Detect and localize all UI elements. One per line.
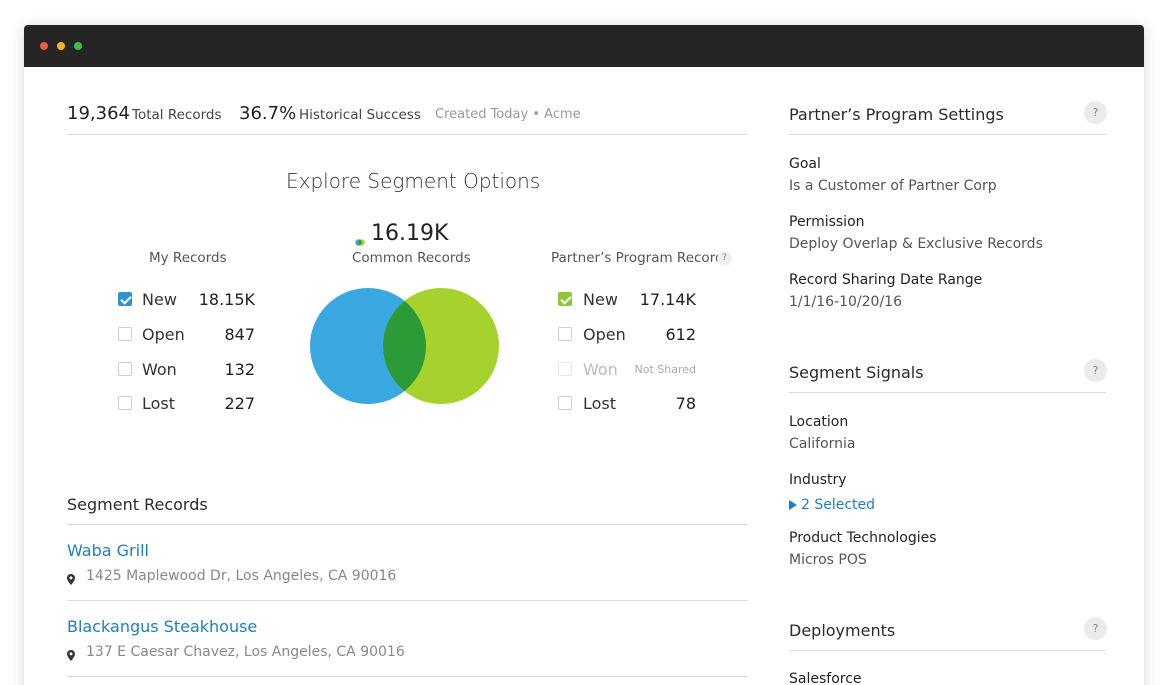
my-row-label: Lost	[142, 394, 176, 413]
partner-row-label: New	[583, 290, 618, 309]
common-records-overlap[interactable]	[382, 300, 427, 392]
my-row-label: Open	[142, 325, 185, 344]
product-tech-value: Micros POS	[789, 552, 867, 568]
program-settings-title: Partner’s Program Settings	[789, 105, 1004, 124]
minimize-window-button[interactable]	[57, 42, 65, 50]
overlap-legend-icon	[355, 231, 365, 246]
total-records-value: 19,364	[67, 103, 130, 124]
common-records-value: 16.19K	[371, 221, 449, 246]
divider	[789, 134, 1106, 135]
divider	[67, 676, 748, 677]
help-icon[interactable]: ?	[717, 251, 732, 266]
not-shared-label: Not Shared	[634, 363, 697, 376]
goal-label: Goal	[789, 156, 821, 172]
explore-heading: Explore Segment Options	[286, 169, 541, 193]
partner-row-value: 78	[675, 394, 696, 413]
divider	[789, 650, 1106, 651]
historical-success-value: 36.7%	[239, 103, 297, 124]
location-label: Location	[789, 414, 849, 430]
segment-records-title: Segment Records	[67, 495, 208, 514]
permission-value: Deploy Overlap & Exclusive Records	[789, 236, 1043, 252]
partner-records-title: Partner’s Program Records	[551, 250, 731, 266]
partner-row-label: Open	[583, 325, 626, 344]
partner-new-checkbox[interactable]	[558, 292, 572, 306]
window-titlebar	[24, 25, 1144, 67]
location-value: California	[789, 436, 856, 452]
partner-row-value: 17.14K	[639, 290, 696, 309]
my-row-value: 227	[224, 394, 255, 413]
my-new-checkbox[interactable]	[118, 292, 132, 306]
divider	[789, 392, 1106, 393]
my-records-title: My Records	[149, 250, 227, 266]
my-row-label: New	[142, 290, 177, 309]
my-row-value: 18.15K	[198, 290, 255, 309]
record-name-link[interactable]: Blackangus Steakhouse	[67, 617, 258, 636]
my-open-checkbox[interactable]	[118, 327, 132, 341]
caret-right-icon	[789, 500, 797, 510]
record-name-link[interactable]: Waba Grill	[67, 541, 149, 560]
help-icon[interactable]: ?	[1084, 617, 1107, 640]
location-pin-icon	[67, 570, 75, 589]
help-icon[interactable]: ?	[1084, 359, 1107, 382]
close-window-button[interactable]	[40, 42, 48, 50]
partner-row-label: Won	[583, 360, 618, 379]
divider	[67, 134, 748, 135]
my-row-label: Won	[142, 360, 177, 379]
app-window: 19,364 Total Records 36.7% Historical Su…	[24, 25, 1144, 685]
my-won-checkbox[interactable]	[118, 362, 132, 376]
industry-expand-toggle[interactable]: 2 Selected	[789, 494, 875, 513]
partner-won-checkbox	[558, 362, 572, 376]
industry-label: Industry	[789, 472, 847, 488]
partner-open-checkbox[interactable]	[558, 327, 572, 341]
divider	[67, 600, 748, 601]
my-row-value: 847	[224, 325, 255, 344]
record-address: 137 E Caesar Chavez, Los Angeles, CA 900…	[86, 644, 405, 660]
my-row-value: 132	[224, 360, 255, 379]
product-tech-label: Product Technologies	[789, 530, 937, 546]
segment-venn-diagram[interactable]	[308, 287, 504, 409]
industry-value-link[interactable]: 2 Selected	[801, 497, 876, 513]
maximize-window-button[interactable]	[74, 42, 82, 50]
partner-lost-checkbox[interactable]	[558, 396, 572, 410]
partner-row-label: Lost	[583, 394, 617, 413]
created-meta: Created Today • Acme	[435, 107, 581, 122]
my-lost-checkbox[interactable]	[118, 396, 132, 410]
location-pin-icon	[67, 646, 75, 665]
goal-value: Is a Customer of Partner Corp	[789, 178, 997, 194]
deployments-title: Deployments	[789, 621, 896, 640]
historical-success-label: Historical Success	[299, 107, 421, 123]
segment-signals-title: Segment Signals	[789, 363, 924, 382]
record-address: 1425 Maplewood Dr, Los Angeles, CA 90016	[86, 568, 397, 584]
common-records-label: Common Records	[352, 250, 471, 266]
total-records-label: Total Records	[132, 107, 222, 123]
deployment-item[interactable]: Salesforce	[789, 671, 862, 685]
divider	[67, 524, 748, 525]
help-icon[interactable]: ?	[1084, 101, 1107, 124]
permission-label: Permission	[789, 214, 865, 230]
date-range-label: Record Sharing Date Range	[789, 272, 983, 288]
partner-row-value: 612	[665, 325, 696, 344]
date-range-value: 1/1/16-10/20/16	[789, 294, 902, 310]
